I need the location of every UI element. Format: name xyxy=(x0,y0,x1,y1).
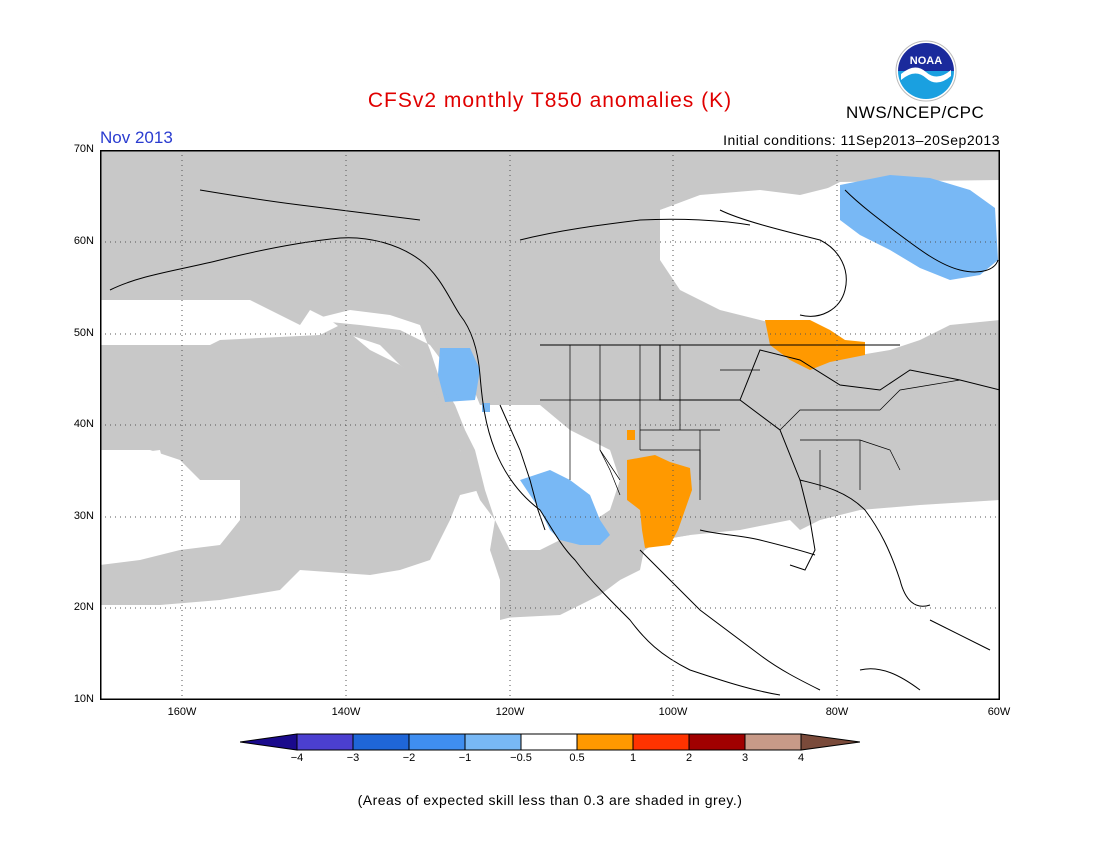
initial-conditions: Initial conditions: 11Sep2013–20Sep2013 xyxy=(723,132,1000,148)
lon-label-140w: 140W xyxy=(331,706,361,718)
political-borders xyxy=(540,345,961,500)
lon-label-80w: 80W xyxy=(825,706,849,718)
chart-title: CFSv2 monthly T850 anomalies (K) xyxy=(367,89,733,112)
cool-anomaly-areas xyxy=(438,175,998,545)
colorbar-max-arrow xyxy=(800,733,860,751)
colorbar-label-m1: −1 xyxy=(458,752,472,764)
anomaly-map xyxy=(100,150,1000,700)
month-label: Nov 2013 xyxy=(100,128,173,147)
lat-label-70: 70N xyxy=(73,143,94,155)
lon-label-60w: 60W xyxy=(987,706,1011,718)
colorbar-bin-4 xyxy=(464,733,522,751)
colorbar-label-p4: 4 xyxy=(797,752,805,764)
skill-footnote: (Areas of expected skill less than 0.3 a… xyxy=(357,792,743,808)
colorbar-bin-1 xyxy=(296,733,354,751)
lat-label-30: 30N xyxy=(73,510,94,522)
colorbar-label-p1: 1 xyxy=(629,752,637,764)
colorbar-label-p3: 3 xyxy=(741,752,749,764)
colorbar xyxy=(240,733,860,751)
colorbar-label-m05: −0.5 xyxy=(510,752,532,764)
lat-label-60: 60N xyxy=(73,235,94,247)
colorbar-bin-5 xyxy=(520,733,578,751)
noaa-logo: NOAA xyxy=(895,40,957,102)
lon-label-100w: 100W xyxy=(658,706,688,718)
lat-label-10: 10N xyxy=(73,693,94,705)
colorbar-min-arrow xyxy=(240,733,298,751)
colorbar-bin-2 xyxy=(352,733,410,751)
lon-label-120w: 120W xyxy=(495,706,525,718)
lat-label-40: 40N xyxy=(73,418,94,430)
colorbar-bin-8 xyxy=(688,733,746,751)
colorbar-bin-9 xyxy=(744,733,802,751)
colorbar-label-m2: −2 xyxy=(402,752,416,764)
colorbar-label-p2: 2 xyxy=(685,752,693,764)
colorbar-label-m4: −4 xyxy=(290,752,304,764)
colorbar-label-m3: −3 xyxy=(346,752,360,764)
lat-label-50: 50N xyxy=(73,327,94,339)
colorbar-bin-7 xyxy=(632,733,690,751)
colorbar-label-p05: 0.5 xyxy=(569,752,585,764)
lat-label-20: 20N xyxy=(73,601,94,613)
logo-text: NOAA xyxy=(910,55,942,67)
graticule xyxy=(100,150,1000,700)
colorbar-bin-3 xyxy=(408,733,466,751)
agency-label: NWS/NCEP/CPC xyxy=(846,103,985,122)
colorbar-bin-6 xyxy=(576,733,634,751)
lon-label-160w: 160W xyxy=(167,706,197,718)
map-frame xyxy=(100,150,1000,700)
